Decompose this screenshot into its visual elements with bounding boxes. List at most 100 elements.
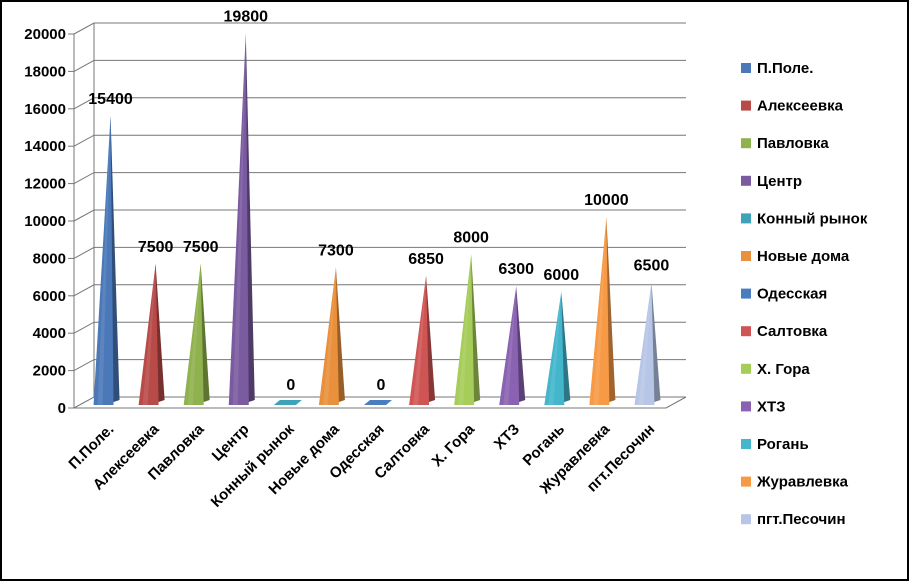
data-label: 6000	[544, 267, 580, 284]
legend-item: П.Поле.	[741, 60, 813, 77]
legend-item: Конный рынок	[741, 210, 868, 227]
legend-swatch	[741, 63, 751, 73]
bar-highlight	[638, 282, 652, 405]
data-label: 10000	[584, 192, 629, 209]
legend-item: Х. Гора	[741, 361, 810, 378]
chart-walls	[73, 23, 687, 409]
legend-item: Одесская	[741, 286, 827, 303]
data-label: 6300	[498, 261, 534, 278]
data-label: 6850	[408, 251, 444, 268]
y-tick-label: 14000	[24, 138, 66, 155]
legend-label: Журавлевка	[756, 474, 849, 491]
gridline	[73, 22, 686, 35]
bar-6	[318, 267, 345, 405]
legend-label: Павловка	[757, 135, 829, 152]
gridline	[73, 172, 686, 185]
legend-swatch	[741, 288, 751, 299]
data-label: 6500	[634, 257, 670, 274]
bar-highlight	[458, 254, 472, 405]
gridline	[73, 321, 686, 334]
bar-highlight	[187, 263, 201, 405]
legend-swatch	[741, 213, 751, 224]
legend-label: ХТЗ	[757, 398, 786, 415]
bar-highlight	[232, 33, 246, 406]
bar-series	[93, 33, 661, 406]
legend-item: Алексеевка	[741, 98, 844, 115]
legend-item: Журавлевка	[741, 474, 849, 491]
legend-item: ХТЗ	[741, 398, 786, 415]
y-tick-label: 2000	[33, 363, 66, 380]
bar-3	[183, 263, 210, 405]
legend-swatch	[741, 175, 751, 186]
x-tick-label: ХТЗ	[491, 421, 523, 453]
y-tick-label: 12000	[24, 176, 66, 193]
legend-label: Новые дома	[757, 248, 850, 265]
bar-highlight	[97, 116, 111, 406]
bar-12	[589, 217, 616, 405]
bar-11	[544, 291, 571, 405]
bar-7	[364, 400, 392, 405]
y-tick-label: 20000	[24, 26, 66, 43]
bar-9	[454, 254, 481, 405]
gridline	[73, 284, 686, 297]
legend-label: Конный рынок	[757, 210, 868, 227]
legend: П.Поле. Алексеевка Павловка Центр Конный рын…	[741, 60, 868, 528]
legend-label: Центр	[757, 173, 802, 190]
bar-highlight	[503, 286, 517, 405]
gridline	[73, 97, 686, 110]
data-label: 7300	[318, 242, 354, 259]
legend-swatch	[741, 476, 751, 487]
legend-swatch	[741, 439, 751, 449]
y-axis-ticks: 0 2000 4000 6000 8000 10000 12000 14000 16000 180…	[24, 26, 74, 417]
data-label: 19800	[224, 9, 269, 26]
legend-label: Алексеевка	[757, 98, 844, 115]
bar-2	[138, 263, 165, 405]
x-tick-label: Х. Гора	[429, 420, 479, 470]
data-label: 7500	[183, 239, 219, 256]
y-tick-label: 10000	[24, 213, 66, 230]
bar-front-face	[93, 116, 114, 406]
floor-edge	[74, 396, 687, 409]
data-label: 7500	[138, 239, 174, 256]
legend-label: пгт.Песочин	[757, 511, 846, 528]
legend-label: Рогань	[757, 436, 809, 453]
x-tick-label: Конный рынок	[208, 420, 298, 510]
legend-item: Новые дома	[741, 248, 850, 265]
bar-5	[273, 400, 302, 405]
bar-4	[228, 33, 255, 406]
legend-swatch	[741, 100, 751, 111]
legend-swatch	[741, 138, 751, 149]
legend-label: Одесская	[757, 286, 827, 303]
y-tick-label: 16000	[24, 101, 66, 118]
gridline	[73, 59, 686, 72]
y-tick-label: 0	[58, 400, 66, 417]
legend-item: Центр	[741, 173, 802, 190]
bar-front-face	[499, 286, 520, 405]
legend-label: Х. Гора	[757, 361, 810, 378]
y-tick-label: 4000	[33, 325, 66, 342]
gridline	[73, 396, 686, 409]
legend-label: Салтовка	[757, 323, 828, 340]
bar-highlight	[548, 291, 562, 405]
bar-13	[634, 282, 661, 405]
bar-front-face	[634, 282, 655, 405]
bar-zero-base	[273, 400, 302, 405]
bar-zero-base	[364, 400, 392, 405]
bar-1	[93, 116, 120, 406]
gridline	[73, 359, 686, 372]
grid-lines	[73, 22, 686, 409]
legend-swatch	[741, 251, 751, 261]
bar-10	[499, 286, 526, 405]
bar-8	[409, 275, 436, 405]
legend-item: Салтовка	[741, 323, 828, 340]
bar-highlight	[593, 217, 607, 405]
data-label: 15400	[88, 91, 133, 108]
gridline	[73, 209, 686, 222]
legend-swatch	[741, 514, 751, 525]
legend-swatch	[741, 401, 751, 412]
legend-item: Павловка	[741, 135, 829, 152]
bar-highlight	[142, 263, 156, 405]
data-label: 8000	[453, 229, 489, 246]
